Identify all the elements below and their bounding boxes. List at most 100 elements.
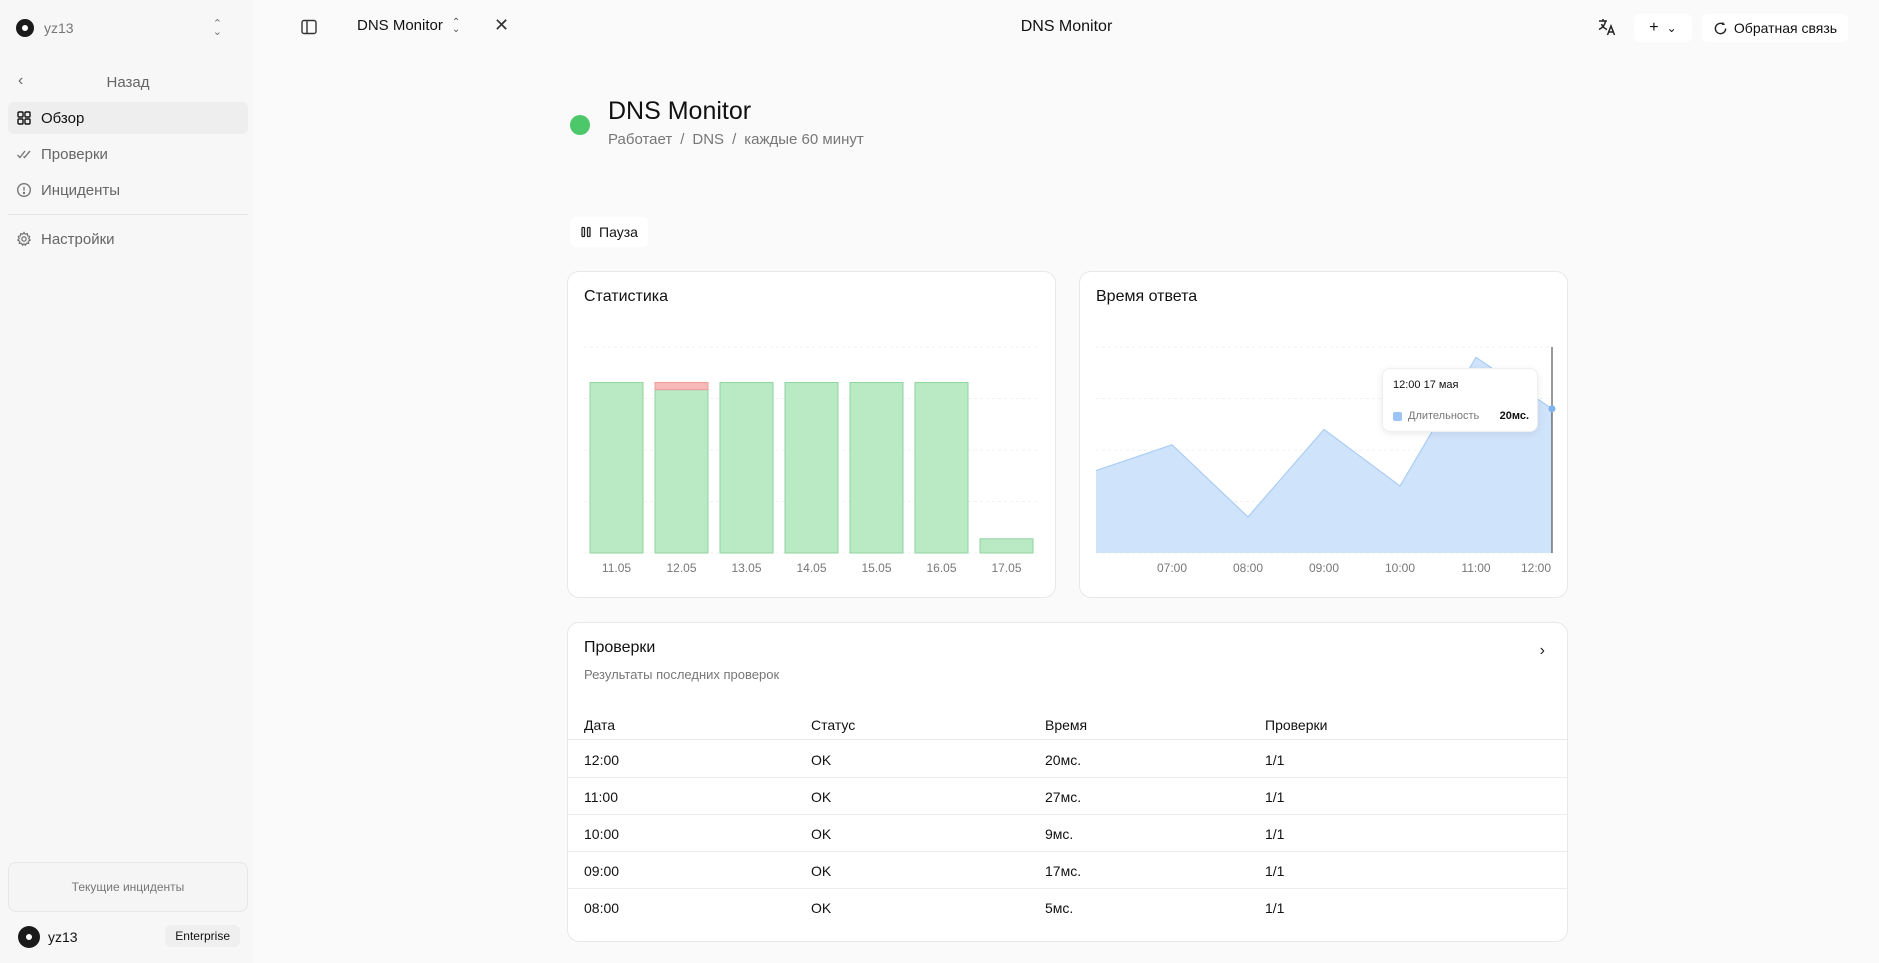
back-label: Назад bbox=[106, 73, 150, 91]
alert-circle-icon bbox=[16, 182, 32, 198]
bar bbox=[589, 382, 644, 554]
translate-icon[interactable] bbox=[1596, 16, 1618, 38]
table-cell: 08:00 bbox=[584, 900, 620, 916]
user-menu[interactable]: yz13 Enterprise bbox=[18, 925, 240, 948]
bar bbox=[654, 382, 709, 391]
x-tick-label: 10:00 bbox=[1385, 561, 1415, 575]
table-row[interactable]: 09:00 OK 17мс. 1/1 bbox=[568, 852, 1568, 889]
x-tick-label: 11:00 bbox=[1461, 561, 1490, 575]
table-cell: 1/1 bbox=[1265, 863, 1285, 879]
gear-icon bbox=[16, 231, 32, 247]
sidebar-item-checks[interactable]: Проверки bbox=[8, 138, 248, 170]
response-title: Время ответа bbox=[1096, 288, 1198, 305]
x-tick-label: 15.05 bbox=[861, 561, 891, 575]
monitor-switcher[interactable]: DNS Monitor ⌃ ⌄ bbox=[357, 17, 460, 34]
page-title: DNS Monitor bbox=[1020, 18, 1113, 35]
table-row[interactable]: 08:00 OK 5мс. 1/1 bbox=[568, 889, 1568, 926]
plus-icon: + bbox=[1649, 19, 1659, 36]
table-cell: 27мс. bbox=[1045, 789, 1082, 805]
chevron-updown-icon: ⌃ ⌄ bbox=[212, 18, 222, 38]
column-header: Время bbox=[1045, 717, 1088, 733]
response-time-card: Время ответа 07:00 08:00 09:00 10:00 11:00 12… bbox=[1079, 271, 1568, 598]
breadcrumb: DNS Monitor bbox=[357, 17, 443, 34]
x-tick-label: 13.05 bbox=[731, 561, 761, 575]
feedback-label: Обратная связь bbox=[1733, 20, 1838, 36]
legend-swatch bbox=[1393, 411, 1402, 421]
tooltip-time: 12:00 17 мая bbox=[1393, 379, 1459, 391]
table-cell: 20мс. bbox=[1045, 752, 1082, 768]
workspace-switcher[interactable]: yz13 ⌃ ⌄ bbox=[16, 16, 238, 40]
checks-subtitle: Результаты последних проверок bbox=[584, 667, 780, 682]
bar bbox=[719, 382, 774, 554]
checks-icon bbox=[17, 150, 31, 159]
user-name: yz13 bbox=[48, 929, 78, 945]
table-cell: OK bbox=[811, 863, 832, 879]
line-series bbox=[1095, 356, 1553, 518]
table-row[interactable]: 12:00 OK 20мс. 1/1 bbox=[568, 741, 1568, 778]
sidebar-item-overview[interactable]: Обзор bbox=[8, 102, 248, 134]
table-cell: 17мс. bbox=[1045, 863, 1082, 879]
x-tick-label: 12:00 bbox=[1521, 561, 1551, 575]
bar bbox=[914, 382, 969, 554]
avatar bbox=[18, 926, 40, 948]
feedback-icon bbox=[1714, 21, 1727, 34]
sidebar-item-incidents[interactable]: Инциденты bbox=[8, 174, 248, 206]
checks-card: Проверки Результаты последних проверок ›… bbox=[567, 622, 1568, 942]
monitor-type: DNS bbox=[692, 131, 725, 148]
feedback-button[interactable]: Обратная связь bbox=[1702, 14, 1848, 42]
response-area-chart: 07:00 08:00 09:00 10:00 11:00 12:00 bbox=[1095, 346, 1556, 575]
table-cell: 1/1 bbox=[1265, 826, 1285, 842]
close-icon[interactable]: ✕ bbox=[494, 15, 510, 35]
table-row[interactable]: 11:00 OK 27мс. 1/1 bbox=[568, 778, 1568, 815]
chevron-down-icon: ⌄ bbox=[1666, 21, 1677, 35]
monitor-meta: Работает / DNS / каждые 60 минут bbox=[608, 131, 864, 148]
topbar: DNS Monitor ⌃ ⌄ ✕ DNS Monitor + ⌄ Обратна… bbox=[254, 0, 1879, 56]
pause-icon bbox=[581, 226, 591, 238]
plan-badge: Enterprise bbox=[165, 925, 240, 947]
grid-icon bbox=[17, 111, 31, 125]
x-tick-label: 12.05 bbox=[666, 561, 696, 575]
tooltip-label: Длительность bbox=[1408, 410, 1480, 422]
table-cell: OK bbox=[811, 826, 832, 842]
sidebar-item-settings[interactable]: Настройки bbox=[8, 223, 248, 255]
chevron-right-icon[interactable]: › bbox=[1539, 642, 1545, 659]
table-cell: 12:00 bbox=[584, 752, 620, 768]
column-header: Статус bbox=[811, 717, 856, 733]
bar bbox=[849, 382, 904, 554]
stats-bar-chart: 11.05 12.05 13.05 14.05 15.05 16.05 17.05 bbox=[584, 346, 1039, 575]
chart-tooltip: 12:00 17 мая Длительность 20мс. bbox=[1382, 368, 1538, 432]
table-cell: 1/1 bbox=[1265, 752, 1285, 768]
add-button[interactable]: + ⌄ bbox=[1634, 14, 1692, 42]
sidebar-item-label: Инциденты bbox=[41, 181, 121, 199]
x-tick-label: 07:00 bbox=[1157, 561, 1187, 575]
hover-point bbox=[1548, 405, 1556, 413]
sidebar-item-label: Проверки bbox=[41, 145, 108, 163]
table-cell: 10:00 bbox=[584, 826, 620, 842]
pause-label: Пауза bbox=[599, 224, 638, 240]
monitor-interval: каждые 60 минут bbox=[744, 131, 864, 148]
table-cell: OK bbox=[811, 900, 832, 916]
column-header: Проверки bbox=[1265, 717, 1328, 733]
chevron-left-icon: ‹ bbox=[18, 72, 24, 89]
current-incidents-button[interactable]: Текущие инциденты bbox=[8, 862, 248, 912]
table-cell: OK bbox=[811, 752, 832, 768]
x-tick-label: 11.05 bbox=[602, 561, 631, 575]
workspace-logo bbox=[16, 19, 34, 37]
column-header: Дата bbox=[584, 717, 616, 733]
monitor-status: Работает bbox=[608, 131, 673, 148]
chevron-updown-icon: ⌃ ⌄ bbox=[451, 16, 461, 35]
sidebar: yz13 ⌃ ⌄ ‹ Назад Обзор Проверки Инциденты… bbox=[0, 0, 254, 963]
pause-button[interactable]: Пауза bbox=[570, 217, 648, 247]
table-cell: OK bbox=[811, 789, 832, 805]
x-tick-label: 08:00 bbox=[1233, 561, 1263, 575]
x-tick-label: 09:00 bbox=[1309, 561, 1339, 575]
tooltip-value: 20мс. bbox=[1499, 410, 1529, 422]
x-tick-label: 17.05 bbox=[991, 561, 1021, 575]
table-cell: 1/1 bbox=[1265, 789, 1285, 805]
bar bbox=[979, 538, 1034, 554]
status-indicator bbox=[570, 115, 590, 135]
sidebar-toggle-icon[interactable] bbox=[300, 18, 318, 36]
back-button[interactable]: ‹ Назад bbox=[8, 70, 248, 94]
table-row[interactable]: 10:00 OK 9мс. 1/1 bbox=[568, 815, 1568, 852]
table-header: Дата Статус Время Проверки bbox=[568, 711, 1568, 740]
